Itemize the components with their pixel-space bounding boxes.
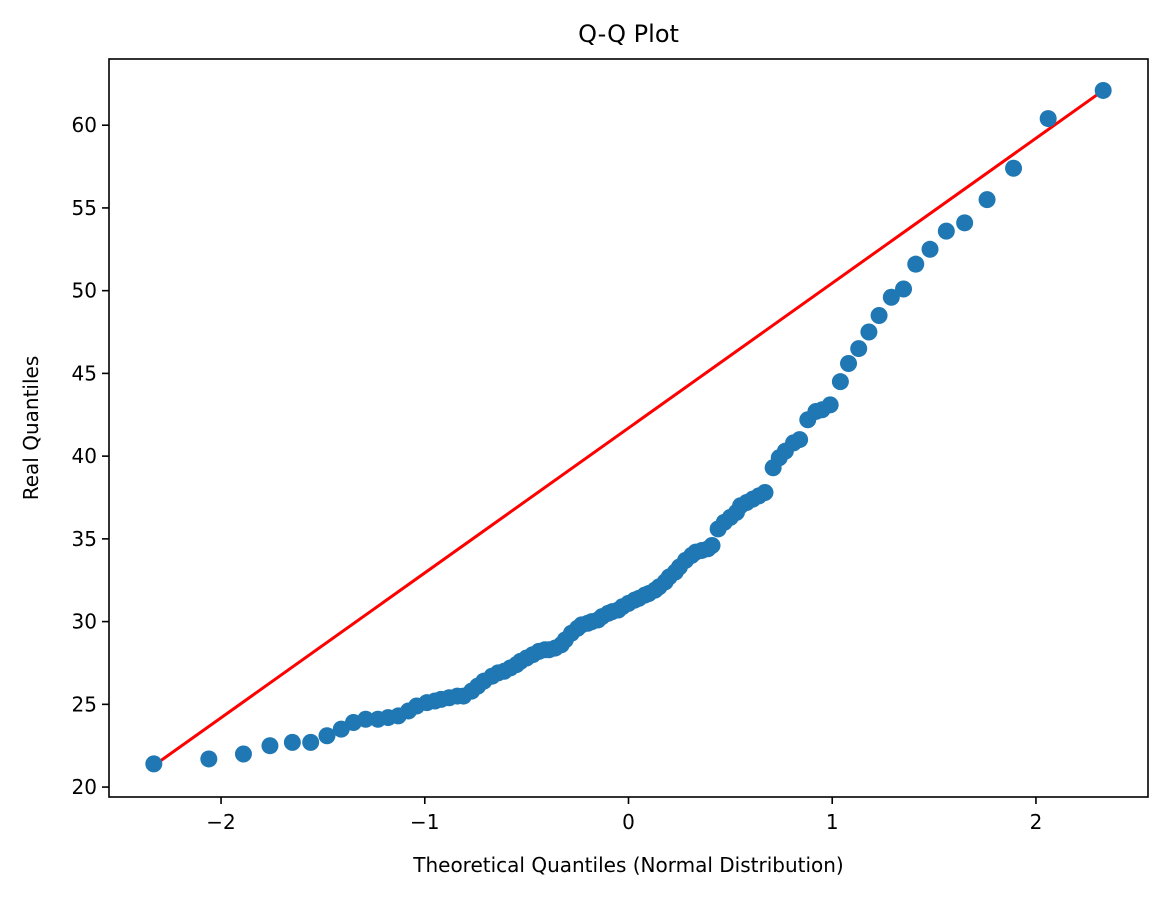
x-axis-ticks: −2 −1 0 1 2 (206, 797, 1042, 834)
chart-title: Q-Q Plot (578, 20, 679, 48)
x-tick-label: 2 (1030, 810, 1043, 834)
data-point (1005, 159, 1023, 177)
y-tick-label: 50 (72, 279, 97, 303)
x-tick-label: 0 (622, 810, 635, 834)
data-point (821, 396, 839, 414)
y-axis-ticks: 20 25 30 35 40 45 50 55 60 (72, 113, 109, 799)
data-point (860, 323, 878, 341)
data-point (302, 733, 320, 751)
data-point (882, 288, 900, 306)
data-point (261, 737, 279, 755)
data-point (703, 536, 721, 554)
y-tick-label: 40 (72, 444, 97, 468)
reference-line-layer (152, 89, 1105, 767)
data-point (978, 191, 996, 209)
data-point (850, 340, 868, 358)
data-point (756, 484, 774, 502)
x-axis-label: Theoretical Quantiles (Normal Distributi… (412, 853, 843, 877)
reference-line (152, 89, 1105, 767)
data-point (937, 222, 955, 240)
y-tick-label: 35 (72, 527, 97, 551)
data-point (318, 727, 336, 745)
data-point (200, 750, 218, 768)
x-tick-label: −1 (410, 810, 439, 834)
data-point (840, 354, 858, 372)
data-point (1039, 110, 1057, 128)
data-point (921, 240, 939, 258)
data-point (1094, 81, 1112, 99)
y-tick-label: 20 (72, 775, 97, 799)
y-tick-label: 55 (72, 196, 97, 220)
y-axis-label: Real Quantiles (19, 356, 43, 501)
y-tick-label: 45 (72, 361, 97, 385)
data-point (956, 214, 974, 232)
y-tick-label: 25 (72, 692, 97, 716)
y-tick-label: 30 (72, 610, 97, 634)
x-tick-label: −2 (206, 810, 235, 834)
data-point (145, 755, 163, 773)
data-points-layer (145, 81, 1112, 773)
data-point (870, 306, 888, 324)
data-point (357, 710, 375, 728)
data-point (831, 373, 849, 391)
data-point (283, 733, 301, 751)
data-point (791, 431, 809, 449)
data-point (895, 280, 913, 298)
data-point (907, 255, 925, 273)
y-tick-label: 60 (72, 113, 97, 137)
x-tick-label: 1 (826, 810, 839, 834)
data-point (234, 745, 252, 763)
